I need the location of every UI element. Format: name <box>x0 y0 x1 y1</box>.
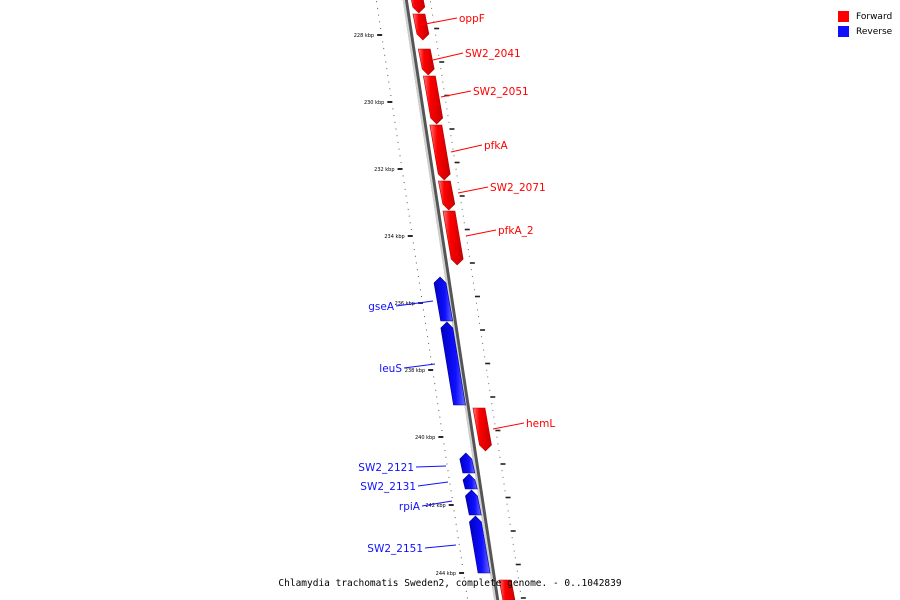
gene-arrow-sw2_2071[interactable] <box>438 180 456 211</box>
gene-arrow-leus[interactable] <box>440 321 466 406</box>
scale-label: 244 kbp <box>436 571 456 577</box>
gene-label[interactable]: hemL <box>526 418 555 430</box>
gene-arrow-pfka[interactable] <box>429 124 451 181</box>
gene-arrow-rpia[interactable] <box>465 489 482 516</box>
scale-label: 232 kbp <box>374 167 394 173</box>
gene-label[interactable]: SW2_2131 <box>360 481 416 493</box>
gene-arrow-gsea[interactable] <box>433 276 454 322</box>
genome-backbone-shadow <box>402 0 500 600</box>
label-connector <box>395 300 434 307</box>
genome-caption: Chlamydia trachomatis Sweden2, complete … <box>278 578 622 589</box>
scale-label: 236 kbp <box>395 301 415 307</box>
gene-arrow-sw2_2121[interactable] <box>459 452 476 474</box>
legend-reverse-label: Reverse <box>856 26 893 37</box>
gene-label[interactable]: SW2_2071 <box>490 182 546 194</box>
gene-arrow[interactable] <box>409 0 426 14</box>
gene-arrow-heml[interactable] <box>472 407 492 452</box>
gene-label[interactable]: oppF <box>459 13 485 25</box>
label-connector <box>415 465 447 468</box>
gene-label[interactable]: gseA <box>368 301 395 313</box>
gene-label[interactable]: SW2_2041 <box>465 48 521 60</box>
scale-label: 230 kbp <box>364 100 384 106</box>
label-connector <box>457 186 489 194</box>
label-connector <box>492 422 525 430</box>
legend: Forward Reverse <box>838 9 892 39</box>
gene-label[interactable]: pfkA <box>484 140 508 152</box>
scale-label: 238 kbp <box>405 368 425 374</box>
gene-arrow-sw2_2151[interactable] <box>469 515 491 574</box>
gene-arrow-pfka_2[interactable] <box>442 210 464 266</box>
gene-arrow[interactable] <box>498 579 516 600</box>
label-connector <box>440 90 472 98</box>
legend-item-reverse: Reverse <box>838 24 892 39</box>
gene-label[interactable]: rpiA <box>399 501 421 513</box>
label-connector <box>403 363 436 369</box>
gene-label[interactable]: SW2_2051 <box>473 86 529 98</box>
gene-track: oppF SW2_2041 SW2_2051 pfkA SW2_2071 pfkA_2gs… <box>358 0 555 600</box>
gene-arrow-sw2_2131[interactable] <box>462 473 478 490</box>
genome-backbone <box>402 0 497 600</box>
gene-arrow-sw2_2041[interactable] <box>417 48 435 76</box>
gene-label[interactable]: SW2_2121 <box>358 462 414 474</box>
scale-ruler: 228 kbp 230 kbp 232 kbp 234 kbp 236 kbp 238 k… <box>354 1 526 599</box>
forward-swatch <box>838 11 849 22</box>
reverse-swatch <box>838 26 849 37</box>
gene-label[interactable]: pfkA_2 <box>498 225 534 237</box>
label-connector <box>424 544 457 549</box>
gene-arrow-oppf[interactable] <box>412 13 430 41</box>
gene-label[interactable]: SW2_2151 <box>367 543 423 555</box>
label-connector <box>450 144 483 153</box>
scale-label: 228 kbp <box>354 33 374 39</box>
scale-label: 234 kbp <box>384 234 404 240</box>
legend-forward-label: Forward <box>856 11 893 22</box>
scale-label: 240 kbp <box>415 435 435 441</box>
gene-label[interactable]: leuS <box>379 363 402 375</box>
gene-arrow-sw2_2051[interactable] <box>423 75 444 125</box>
label-connector <box>421 500 453 507</box>
label-connector <box>417 481 449 487</box>
label-connector <box>465 229 497 237</box>
label-connector <box>419 17 458 26</box>
label-connector <box>432 52 464 61</box>
legend-item-forward: Forward <box>838 9 892 24</box>
scale-label: 242 kbp <box>425 503 445 509</box>
